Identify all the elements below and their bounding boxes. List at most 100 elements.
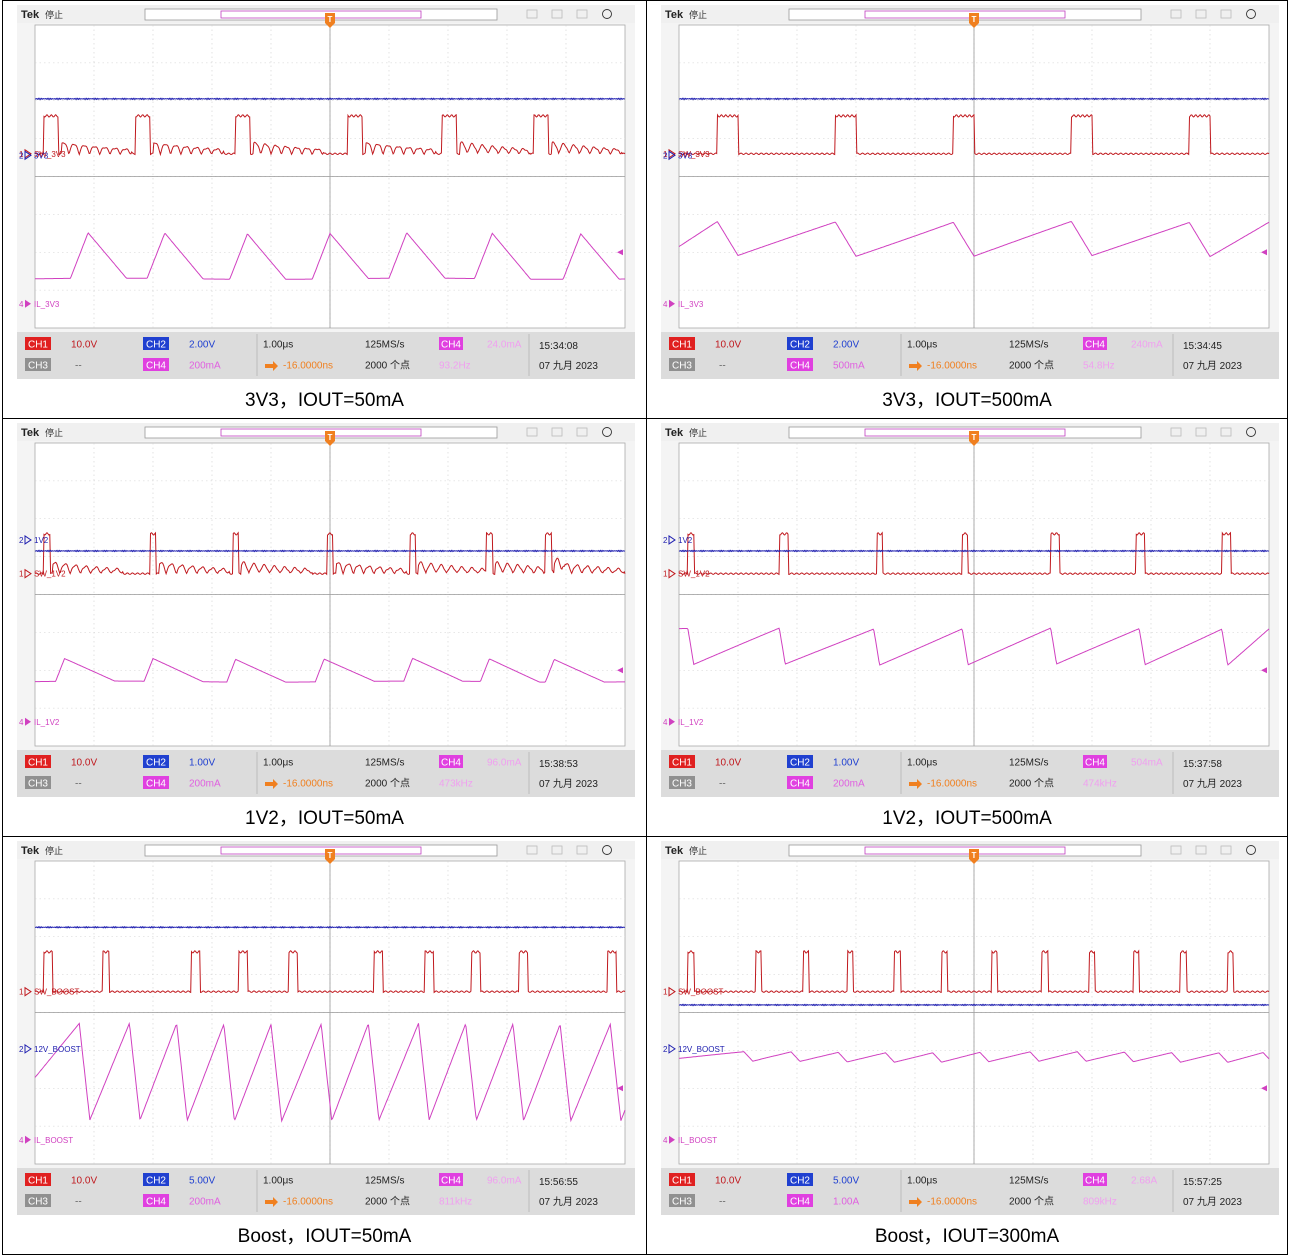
scope-panel: Tek 停止 T 1 SW_BOOST 2 12V_BOOST 4 IL_BOOST CH1 10.… [646,836,1288,1255]
display-icon [1220,845,1232,855]
clock-date: 07 九月 2023 [1183,360,1242,372]
ch4-marker-number: 4 [19,718,24,727]
ch2-button: CH2 [790,340,810,351]
ch3-button-bg [669,358,695,371]
record-view-bar [788,844,1142,857]
ch4-button-bg [143,358,169,371]
wifi-icon [1170,427,1182,437]
trigger-level: 96.0mA [487,758,522,769]
trigger-frequency: 54.8Hz [1083,361,1115,372]
waveform-ch2 [678,549,1270,553]
ch1-button: CH1 [28,1176,48,1187]
ch1-level-marker [24,568,32,579]
ch2-button: CH2 [146,1176,166,1187]
waveform-ch4 [678,221,1270,258]
network-icon [551,845,563,855]
waveform-ch4 [679,627,1270,666]
ch1-label: SW_3V3 [34,150,66,159]
ch4-button-bg [787,1194,813,1207]
ch4-scale: 500mA [833,361,865,372]
ch4-button: CH4 [790,1197,810,1208]
ch2-button-bg [787,755,813,768]
ch1-label: SW_BOOST [678,988,723,997]
ch2-label: 1V2 [678,536,693,545]
waveform-ch1 [678,531,1270,576]
panel-caption: 1V2，IOUT=500mA [882,808,1052,829]
ch3-button: CH3 [28,361,48,372]
ch1-button-bg [669,755,695,768]
waveform-ch1 [678,113,1270,156]
clock-time: 15:38:53 [539,759,578,770]
trigger-position-marker [969,431,979,446]
trigger-position-icon [909,1197,922,1207]
meas-source-button: CH4 [1085,758,1105,769]
trigger-position: -16.0000ns [927,361,977,372]
ch4-level-marker [669,299,675,308]
ch2-marker-number: 2 [19,151,24,160]
acquisition-state: 停止 [689,427,707,438]
record-view-bar [788,426,1142,439]
ch2-label: 12V_BOOST [34,1045,81,1054]
ch1-scale: 10.0V [715,1176,741,1187]
ch3-button: CH3 [672,1197,692,1208]
trigger-position: -16.0000ns [283,361,333,372]
ch1-button-bg [25,1173,51,1186]
meas-source-button: CH4 [1085,340,1105,351]
record-length: 2000 个点 [1009,1196,1054,1208]
ch2-level-marker [668,1043,676,1054]
clock-date: 07 九月 2023 [1183,1196,1242,1208]
record-view-bar [144,844,498,857]
ch2-button-bg [787,1173,813,1186]
scope-display: Tek 停止 T 1 SW_1V2 2 1V2 4 IL_1V2 CH1 10.0V CH2 1.00V… [17,423,635,797]
trigger-position-marker [325,13,335,28]
network-icon [551,427,563,437]
ch2-marker-number: 2 [663,536,668,545]
ch2-marker-number: 2 [663,151,668,160]
ch4-button: CH4 [146,361,166,372]
ch4-marker-number: 4 [663,718,668,727]
ch1-scale: 10.0V [715,340,741,351]
trigger-marker-label: T [328,851,333,860]
ch4-marker-number: 4 [19,300,24,309]
acquisition-state: 停止 [45,427,63,438]
ch2-label: 12V_BOOST [678,1045,725,1054]
ch1-level-marker [668,568,676,579]
ch3-button: CH3 [672,779,692,790]
ch2-scale: 5.00V [189,1176,215,1187]
ch4-scale: 200mA [189,1197,221,1208]
ch4-level-marker [25,1135,31,1144]
trigger-position-marker [969,849,979,864]
trigger-position: -16.0000ns [283,1197,333,1208]
ch1-marker-number: 1 [663,570,668,579]
ch3-scale: -- [75,779,82,790]
trigger-level: 24.0mA [487,340,522,351]
trigger-position-icon [265,779,278,789]
ch4-scale: 200mA [189,779,221,790]
display-icon [1220,9,1232,19]
trigger-position: -16.0000ns [927,779,977,790]
sample-rate: 125MS/s [365,340,404,351]
timebase: 1.00μs [263,758,293,769]
tek-logo: Tek [665,845,684,857]
waveform-ch1 [34,113,626,157]
ch4-label: IL_3V3 [678,300,704,309]
ch1-scale: 10.0V [71,1176,97,1187]
trigger-position-icon [909,779,922,789]
trigger-marker-label: T [328,433,333,442]
ch1-button-bg [669,1173,695,1186]
ch1-scale: 10.0V [71,340,97,351]
ch1-scale: 10.0V [71,758,97,769]
clock-date: 07 九月 2023 [1183,778,1242,790]
record-length: 2000 个点 [1009,778,1054,790]
scope-display: Tek 停止 T 1 SW_3V3 2 3V3 4 IL_3V3 CH1 10.0V CH2 2.00V… [661,5,1279,379]
waveform-ch1 [34,531,626,576]
ch3-scale: -- [75,361,82,372]
ch3-button-bg [669,1194,695,1207]
waveform-ch2 [678,97,1270,101]
trigger-frequency: 811kHz [439,1197,472,1208]
scope-display: Tek 停止 T 1 SW_BOOST 2 12V_BOOST 4 IL_BOOST CH1 10.… [17,841,635,1215]
record-window [864,428,1066,437]
scope-panel: Tek 停止 T 1 SW_3V3 2 3V3 4 IL_3V3 CH1 10.0V CH2 2.00V… [646,0,1288,419]
clock-time: 15:57:25 [1183,1177,1222,1188]
ch3-scale: -- [75,1197,82,1208]
